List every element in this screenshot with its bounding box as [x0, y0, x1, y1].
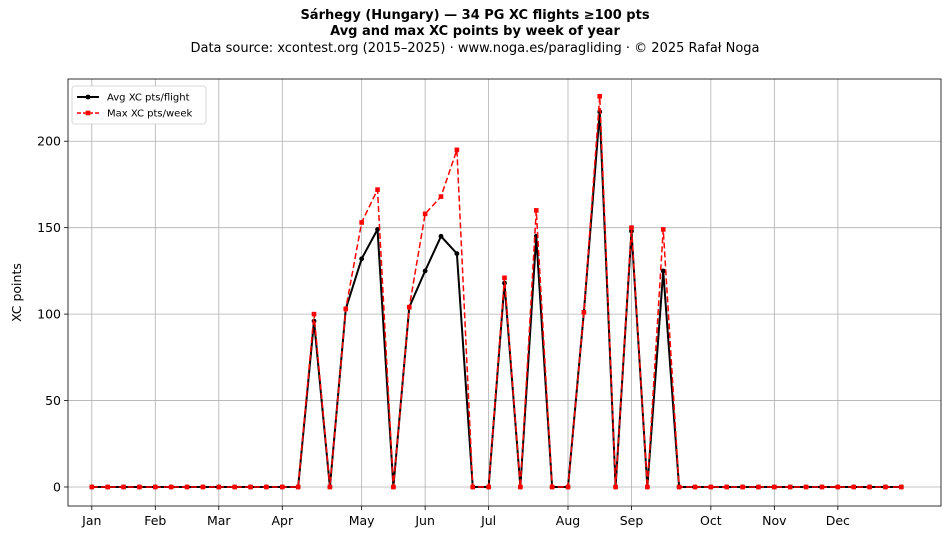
data-point-max [438, 194, 444, 199]
data-point-max [676, 484, 682, 490]
data-point-max [851, 484, 856, 490]
grid-layer [68, 79, 941, 506]
data-point-max [597, 93, 603, 99]
data-point-max [168, 484, 174, 490]
data-point-max [629, 225, 634, 230]
x-tick-label: May [349, 513, 375, 528]
data-point-max [375, 187, 380, 192]
x-tick-label: Mar [207, 513, 231, 528]
data-point-max [708, 484, 714, 490]
title-block: Sárhegy (Hungary) — 34 PG XC flights ≥10… [0, 8, 950, 57]
data-point-max [787, 484, 793, 490]
data-point-max [216, 484, 222, 490]
series-layer [89, 93, 904, 490]
chart-subtitle: Avg and max XC points by week of year [330, 24, 620, 39]
data-point-max [311, 311, 317, 317]
data-point-max [549, 484, 555, 490]
data-point-max [883, 484, 888, 490]
data-point-max [279, 484, 285, 490]
data-point-avg [422, 268, 428, 274]
data-point-max [645, 484, 650, 490]
y-tick-label: 0 [53, 479, 61, 494]
data-point-avg [438, 233, 444, 239]
data-point-max [391, 484, 396, 490]
x-tick-label: Oct [700, 513, 722, 528]
data-point-max [533, 208, 539, 213]
data-point-max [359, 220, 364, 225]
x-tick-label: Aug [556, 513, 580, 528]
data-point-max [184, 484, 190, 490]
y-tick-label: 200 [37, 134, 61, 149]
x-tick-label: Jul [480, 513, 496, 528]
data-point-max [899, 484, 904, 490]
y-tick-label: 150 [37, 220, 61, 235]
data-point-max [343, 306, 349, 312]
x-tick-label: Dec [826, 513, 850, 528]
data-point-max [200, 484, 206, 490]
x-tick-label: Jun [414, 513, 435, 528]
data-point-max [819, 484, 825, 490]
y-tick-label: 50 [45, 393, 61, 408]
data-point-max [105, 484, 110, 490]
data-point-max [121, 484, 126, 490]
data-point-max [518, 484, 523, 490]
data-point-max [867, 484, 872, 490]
data-point-max [137, 484, 142, 490]
data-point-max [232, 484, 237, 490]
data-point-max [327, 484, 333, 490]
x-tick-label: Sep [620, 513, 644, 528]
data-point-max [756, 484, 761, 490]
data-point-max [406, 304, 412, 310]
legend-box [71, 85, 207, 125]
data-point-max [660, 227, 666, 232]
data-point-max [153, 484, 158, 490]
data-point-max [248, 484, 253, 490]
data-point-max [565, 484, 571, 490]
data-point-max [803, 484, 809, 490]
x-tick-label: Nov [762, 513, 787, 528]
legend: Avg XC pts/flight Max XC pts/week [71, 85, 207, 125]
legend-marker [85, 110, 91, 116]
y-tick-label: 100 [37, 307, 61, 322]
data-point-avg [454, 251, 460, 257]
data-point-max [692, 484, 698, 490]
legend-label: Max XC pts/week [107, 109, 192, 120]
x-tick-label: Jan [81, 513, 101, 528]
data-point-max [486, 484, 491, 490]
legend-marker [85, 94, 91, 100]
data-point-max [740, 484, 745, 490]
y-axis-label: XC points [9, 263, 24, 322]
data-point-max [295, 484, 301, 490]
x-tick-label: Apr [271, 513, 293, 528]
data-point-max [264, 484, 269, 490]
data-source-line: Data source: xcontest.org (2015–2025) · … [190, 41, 760, 56]
axes-layer: Jan Feb Mar Apr May Jun Jul Aug Sep Oct Nov Dec 0 50 1… [9, 78, 942, 528]
data-point-max [470, 484, 476, 490]
legend-label: Avg XC pts/flight [107, 93, 190, 104]
data-point-avg [660, 268, 666, 274]
chart-title: Sárhegy (Hungary) — 34 PG XC flights ≥10… [300, 8, 650, 23]
data-point-max [613, 484, 618, 490]
x-tick-label: Feb [144, 513, 166, 528]
data-point-max [581, 310, 587, 315]
data-point-max [724, 484, 730, 490]
data-point-max [835, 484, 841, 490]
data-point-avg [359, 256, 365, 262]
data-point-max [454, 147, 460, 153]
data-point-max [422, 211, 428, 217]
data-point-avg [375, 227, 380, 232]
series-line-avg [91, 110, 902, 488]
series-line-max [91, 95, 902, 488]
plot-frame [67, 78, 942, 507]
data-point-max [772, 484, 777, 490]
data-point-max [502, 275, 507, 281]
data-point-max [89, 484, 95, 490]
